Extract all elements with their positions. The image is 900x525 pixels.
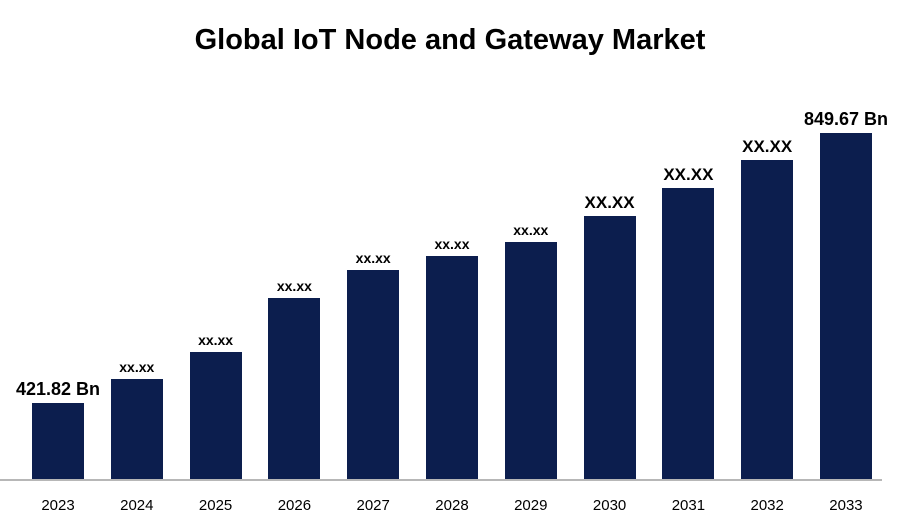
bar xyxy=(347,270,400,480)
bar xyxy=(425,256,478,480)
bar-column: xx.xx xyxy=(189,332,242,480)
bar-value-label: xx.xx xyxy=(513,222,549,238)
x-axis-tick-label: 2033 xyxy=(829,496,863,514)
x-axis-tick-label: 2024 xyxy=(120,496,154,514)
bar xyxy=(819,133,872,480)
bar-value-label: XX.XX xyxy=(584,193,635,212)
x-axis-tick-label: 2029 xyxy=(514,496,548,514)
bar xyxy=(268,298,321,480)
bar-column: 421.82 Bn xyxy=(16,380,100,480)
bar xyxy=(583,216,636,480)
bar-column: XX.XX xyxy=(662,165,715,480)
bar xyxy=(110,379,163,480)
bar-value-label: xx.xx xyxy=(198,332,234,348)
x-axis-tick-label: 2031 xyxy=(671,496,706,514)
bar xyxy=(32,403,84,480)
bar-column: xx.xx xyxy=(347,250,400,480)
bar-column: xx.xx xyxy=(504,222,557,480)
bar-value-label: XX.XX xyxy=(742,137,793,156)
chart-title: Global IoT Node and Gateway Market xyxy=(194,24,706,56)
bar xyxy=(189,352,242,480)
x-axis-tick-label: 2032 xyxy=(750,496,784,514)
x-axis-tick-label: 2027 xyxy=(356,496,390,514)
bar-value-label: 849.67 Bn xyxy=(803,109,888,129)
x-axis-line xyxy=(0,479,882,481)
bar-value-label: xx.xx xyxy=(119,359,155,375)
bar-column: xx.xx xyxy=(425,236,478,480)
bar xyxy=(741,160,794,480)
bar-value-label: 421.82 Bn xyxy=(15,379,101,399)
bar-column: xx.xx xyxy=(268,278,321,480)
x-axis-tick-label: 2026 xyxy=(277,496,312,514)
plot-area: 421.82 Bn xx.xx xx.xx xx.xx xx.xx xx.xx xx.xx X… xyxy=(16,110,888,480)
bar xyxy=(504,242,557,480)
x-axis-labels: 2023 2024 2025 2026 2027 2028 2029 2030 2031 2032… xyxy=(32,485,872,525)
bar-value-label: xx.xx xyxy=(434,236,470,252)
bar-value-label: xx.xx xyxy=(276,278,312,294)
x-axis-tick-label: 2023 xyxy=(41,496,75,514)
bar-column: 849.67 Bn xyxy=(804,110,888,480)
bar-column: XX.XX xyxy=(741,137,794,480)
bar-value-label: XX.XX xyxy=(663,165,714,184)
bar-value-label: xx.xx xyxy=(355,250,391,266)
bar-column: XX.XX xyxy=(583,193,636,480)
x-axis-tick-label: 2028 xyxy=(435,496,469,514)
bar-column: xx.xx xyxy=(110,359,163,480)
x-axis-tick-label: 2025 xyxy=(198,496,233,514)
bar xyxy=(662,188,715,480)
x-axis-tick-label: 2030 xyxy=(592,496,627,514)
